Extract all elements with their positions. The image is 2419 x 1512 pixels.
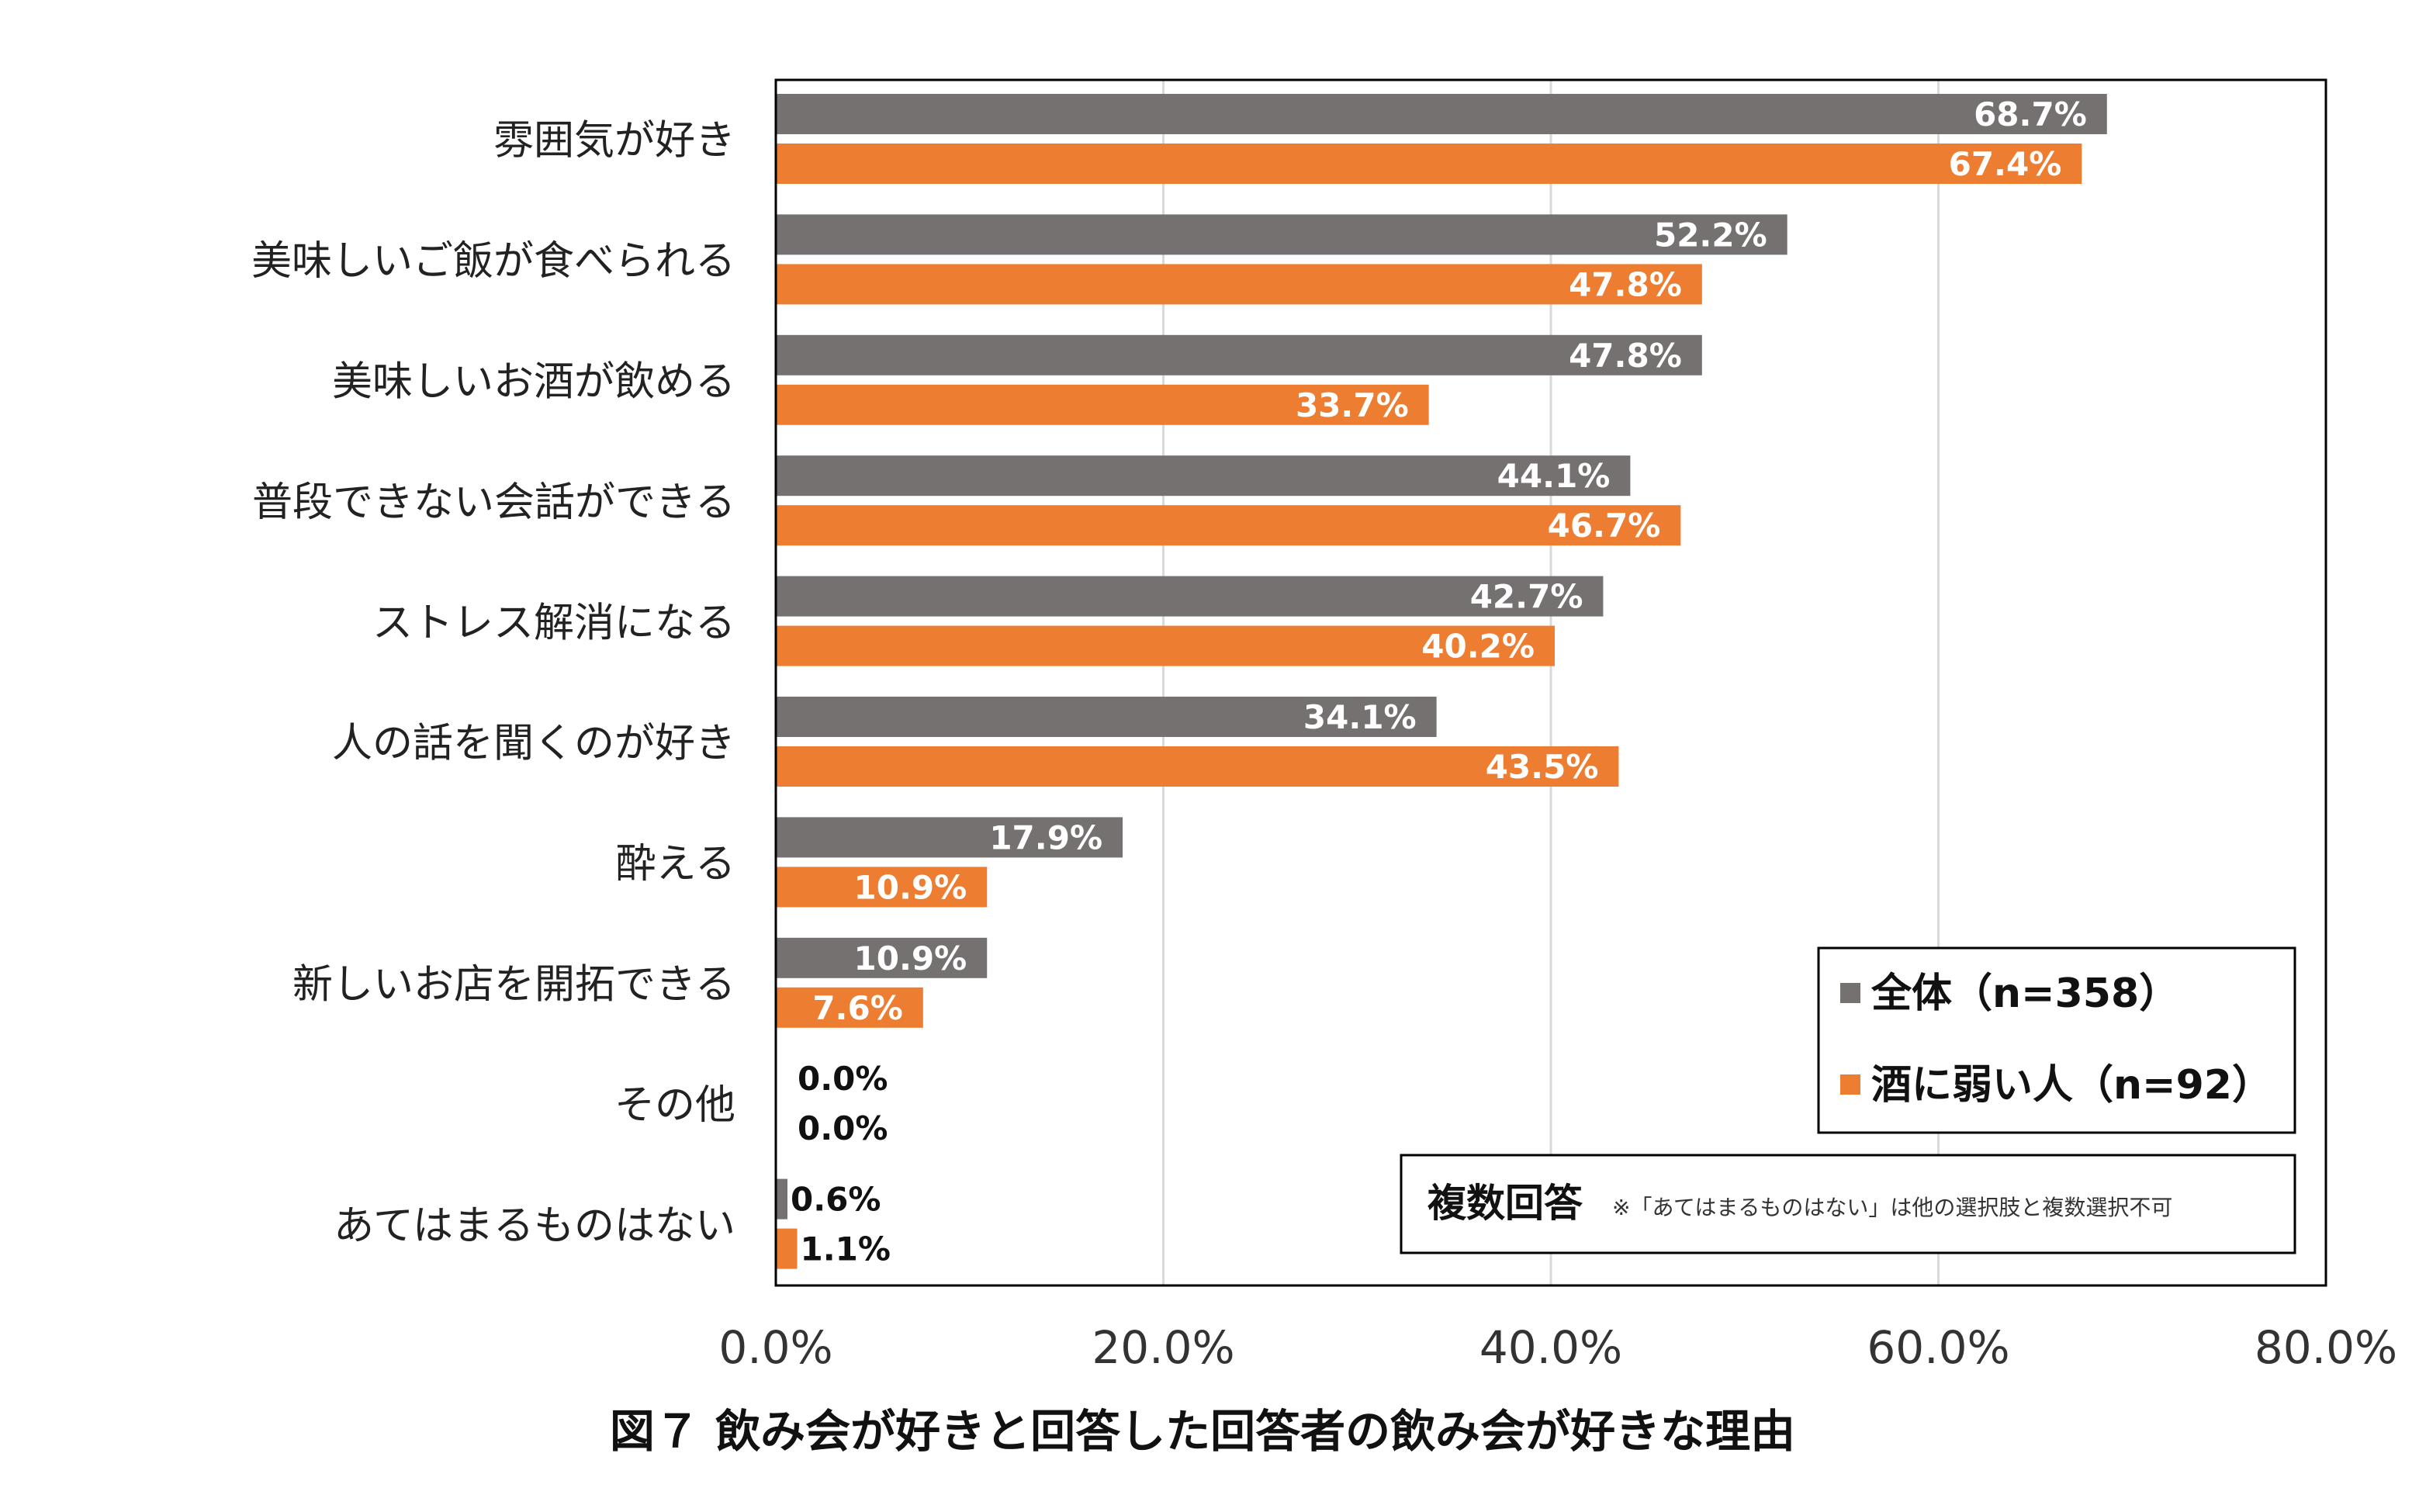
data-label: 10.9% [854, 868, 967, 906]
data-label: 34.1% [1303, 698, 1417, 736]
data-label: 0.0% [798, 1060, 888, 1098]
bar-weak [776, 746, 1619, 787]
x-tick-label: 40.0% [1479, 1321, 1622, 1374]
bar-weak [776, 625, 1555, 666]
data-label: 43.5% [1486, 748, 1599, 786]
bar-all [776, 455, 1631, 497]
category-label: あてはまるものはない [334, 1202, 735, 1249]
bar-all [776, 817, 1123, 858]
bar-weak [776, 144, 2082, 184]
bar-all [776, 1178, 787, 1220]
bar-weak [776, 505, 1681, 546]
bar-all [776, 937, 988, 978]
category-label: 新しいお店を開拓できる [292, 962, 735, 1009]
bar-all [776, 94, 2107, 134]
data-label: 68.7% [1974, 95, 2087, 133]
legend-swatch [1840, 1074, 1860, 1095]
data-label: 17.9% [989, 818, 1102, 856]
bar-all [776, 576, 1604, 617]
x-tick-label: 20.0% [1092, 1321, 1234, 1374]
legend-label: 酒に弱い人（n=92） [1871, 1062, 2272, 1109]
category-label: 美味しいご飯が食べられる [251, 238, 735, 285]
bar-weak [776, 867, 988, 908]
note-text: ※「あてはまるものはない」は他の選択肢と複数選択不可 [1612, 1195, 2172, 1220]
data-label: 47.8% [1569, 265, 1682, 303]
data-label: 33.7% [1296, 386, 1409, 424]
category-label: 雰囲気が好き [493, 118, 735, 164]
data-label: 67.4% [1949, 145, 2062, 183]
data-label: 10.9% [854, 939, 967, 977]
bar-all [776, 334, 1702, 375]
bar-weak [776, 384, 1429, 425]
data-label: 7.6% [812, 989, 902, 1027]
legend-swatch [1840, 983, 1860, 1003]
data-label: 1.1% [800, 1230, 890, 1268]
plot-border [774, 78, 2327, 1287]
bar-weak [776, 987, 923, 1028]
category-label: 美味しいお酒が飲める [332, 359, 735, 406]
category-label: その他 [614, 1082, 735, 1129]
category-label: ストレス解消になる [372, 600, 735, 646]
data-label: 42.7% [1470, 578, 1583, 616]
bar-weak [776, 1228, 798, 1269]
category-label: 普段できない会話ができる [252, 479, 735, 526]
bar-all [776, 697, 1437, 737]
data-label: 0.6% [791, 1181, 881, 1219]
category-label: 人の話を聞くのが好き [332, 721, 735, 767]
note-box [1400, 1154, 2296, 1254]
chart-title: 図７ 飲み会が好きと回答した回答者の飲み会が好きな理由 [610, 1405, 1795, 1458]
x-tick-label: 0.0% [718, 1321, 832, 1374]
x-tick-label: 80.0% [2255, 1321, 2397, 1374]
bar-all [776, 214, 1787, 255]
data-label: 44.1% [1497, 457, 1611, 495]
x-tick-label: 60.0% [1867, 1321, 2009, 1374]
data-label: 40.2% [1421, 628, 1535, 666]
data-label: 0.0% [798, 1109, 888, 1147]
bar-weak [776, 264, 1702, 305]
category-label: 酔える [616, 841, 735, 887]
note-title: 複数回答 [1428, 1181, 1583, 1226]
data-label: 52.2% [1654, 216, 1767, 254]
data-label: 47.8% [1569, 337, 1682, 375]
legend-box [1817, 946, 2296, 1134]
data-label: 46.7% [1548, 507, 1661, 545]
legend-label: 全体（n=358） [1870, 971, 2179, 1017]
